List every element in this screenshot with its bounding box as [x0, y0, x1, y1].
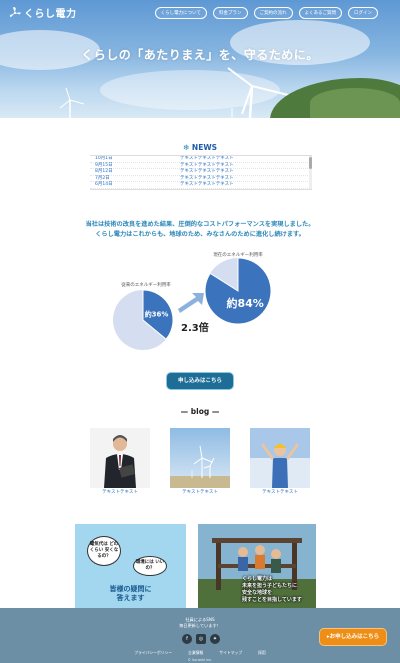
- twitter-icon[interactable]: ✦: [210, 634, 220, 644]
- windmills-image: [170, 428, 230, 488]
- footer-link-privacy[interactable]: プライバシーポリシー: [134, 650, 173, 655]
- faq-line: 答えます: [116, 594, 145, 602]
- footer-link-company[interactable]: 企業情報: [188, 650, 204, 655]
- apply-button[interactable]: 申し込みはこちら: [167, 373, 233, 389]
- cloud: [0, 30, 100, 70]
- copyright: © kurashi inc.: [187, 658, 213, 662]
- footer-sns-info: 社員によるSNS 毎日更新しています！: [0, 617, 400, 629]
- news-scrollbar[interactable]: [309, 156, 312, 189]
- pie-slice-main: [142, 290, 173, 340]
- pie-slice-main: [205, 258, 271, 324]
- floating-apply-label: お申し込みはこちら: [329, 634, 380, 640]
- instagram-icon[interactable]: ◎: [196, 634, 206, 644]
- nav-pricing[interactable]: 料金プラン: [213, 7, 248, 19]
- news-text: テキストテキストテキスト: [180, 175, 234, 181]
- child-image: [250, 428, 310, 488]
- kids-line: 残すことを目指しています: [242, 597, 302, 603]
- pie-chart-after: 約84%: [205, 258, 271, 324]
- intro-text: 当社は技術の改良を進めた結果、圧倒的なコストパフォーマンスを実現しました。 くら…: [0, 220, 400, 240]
- logo-text: くらし電力: [24, 9, 77, 20]
- nav-contract-flow[interactable]: ご契約の流れ: [253, 7, 293, 19]
- news-item[interactable]: 8月12日 テキストテキストテキスト: [90, 169, 312, 176]
- news-date: 10月1日: [95, 156, 113, 161]
- footer-links: プライバシーポリシー 企業情報 サイトマップ 採用: [0, 650, 400, 656]
- blog-title: — blog —: [180, 407, 220, 416]
- blog-card-windmills[interactable]: [170, 428, 230, 488]
- arrow-right-icon: [178, 293, 204, 313]
- multiplier-text: 2.3倍: [181, 323, 209, 334]
- news-list[interactable]: 10月1日 テキストテキストテキスト 9月15日 テキストテキストテキスト 8月…: [90, 155, 312, 190]
- kids-line: くらし電力は: [242, 576, 273, 582]
- pie-chart-before: 約36%: [113, 290, 173, 350]
- floating-apply-button[interactable]: ▸お申し込みはこちら: [320, 629, 386, 645]
- footer-line: 社員によるSNS: [185, 617, 215, 622]
- windmill-logo-icon: [9, 6, 21, 17]
- blog-caption[interactable]: テキストテキスト: [182, 490, 218, 495]
- news-text: テキストテキストテキスト: [180, 162, 234, 168]
- blog-card-child[interactable]: [250, 428, 310, 488]
- nav-about[interactable]: くらし電力について: [154, 7, 207, 19]
- news-date: 9月15日: [95, 162, 113, 168]
- hero-banner: くらし電力 くらし電力について 料金プラン ご契約の流れ よくあるご質問 ログイ…: [0, 0, 400, 118]
- blog-card-businessman[interactable]: [90, 428, 150, 488]
- blog-caption[interactable]: テキストテキスト: [262, 490, 298, 495]
- businessman-image: [90, 428, 150, 488]
- question-bubble: 電気代は どのくらい 安くなるの？: [87, 536, 121, 566]
- news-text: テキストテキストテキスト: [180, 169, 234, 174]
- kids-line: 安全な地球を: [242, 590, 273, 596]
- news-date: 8月12日: [95, 169, 113, 174]
- nav-login[interactable]: ログイン: [348, 7, 378, 19]
- nav-faq[interactable]: よくあるご質問: [298, 7, 342, 19]
- chart-caption-before: 従来のエネルギー利用率: [121, 283, 171, 288]
- news-heading: ❄ NEWS: [0, 143, 400, 152]
- wind-turbines: [59, 67, 323, 118]
- blog-caption[interactable]: テキストテキスト: [102, 490, 138, 495]
- kids-banner[interactable]: くらし電力は 未来を担う子どもたちに 安全な地球を 残すことを目指しています: [198, 524, 316, 610]
- news-item[interactable]: 7月2日 テキストテキストテキスト: [90, 175, 312, 182]
- logo[interactable]: くらし電力: [8, 5, 77, 20]
- news-title: NEWS: [191, 143, 217, 152]
- kids-line: 未来を担う子どもたちに: [242, 583, 298, 589]
- snowflake-icon: ❄: [183, 143, 190, 152]
- footer-link-recruit[interactable]: 採用: [258, 650, 266, 655]
- hero-title: くらしの「あたりまえ」を、守るために。: [81, 48, 319, 62]
- news-text: テキストテキストテキスト: [180, 156, 234, 161]
- pie-data-label: 約84%: [226, 296, 263, 310]
- news-date: 7月2日: [95, 175, 110, 181]
- chart-caption-after: 現在のエネルギー利用率: [213, 253, 263, 258]
- footer-link-sitemap[interactable]: サイトマップ: [219, 650, 243, 655]
- hill: [310, 88, 400, 118]
- triangle-icon: ▸: [326, 634, 330, 640]
- kids-banner-text: くらし電力は 未来を担う子どもたちに 安全な地球を 残すことを目指しています: [242, 576, 302, 604]
- question-bubble: 環境には いいの？: [133, 556, 167, 576]
- news-item[interactable]: 10月1日 テキストテキストテキスト: [90, 156, 312, 163]
- news-item[interactable]: 6月14日 テキストテキストテキスト: [90, 182, 312, 189]
- scroll-thumb[interactable]: [309, 157, 312, 169]
- news-date: 6月14日: [95, 182, 113, 187]
- footer-line: 毎日更新しています！: [179, 623, 221, 628]
- facebook-icon[interactable]: f: [182, 634, 192, 644]
- news-item[interactable]: 9月15日 テキストテキストテキスト: [90, 162, 312, 169]
- kids-image: [198, 524, 316, 610]
- intro-line: くらし電力はこれからも、地球のため、みなさんのために進化し続けます。: [95, 231, 305, 238]
- faq-banner[interactable]: 電気代は どのくらい 安くなるの？ 環境には いいの？ 皆様の疑問に 答えます: [75, 524, 186, 610]
- intro-line: 当社は技術の改良を進めた結果、圧倒的なコストパフォーマンスを実現しました。: [85, 221, 315, 228]
- pie-data-label: 約36%: [145, 310, 169, 319]
- cloud: [230, 20, 370, 65]
- main-nav: くらし電力について 料金プラン ご契約の流れ よくあるご質問 ログイン: [154, 7, 378, 19]
- faq-banner-text: 皆様の疑問に 答えます: [75, 585, 186, 603]
- faq-line: 皆様の疑問に: [109, 585, 152, 593]
- news-text: テキストテキストテキスト: [180, 182, 234, 187]
